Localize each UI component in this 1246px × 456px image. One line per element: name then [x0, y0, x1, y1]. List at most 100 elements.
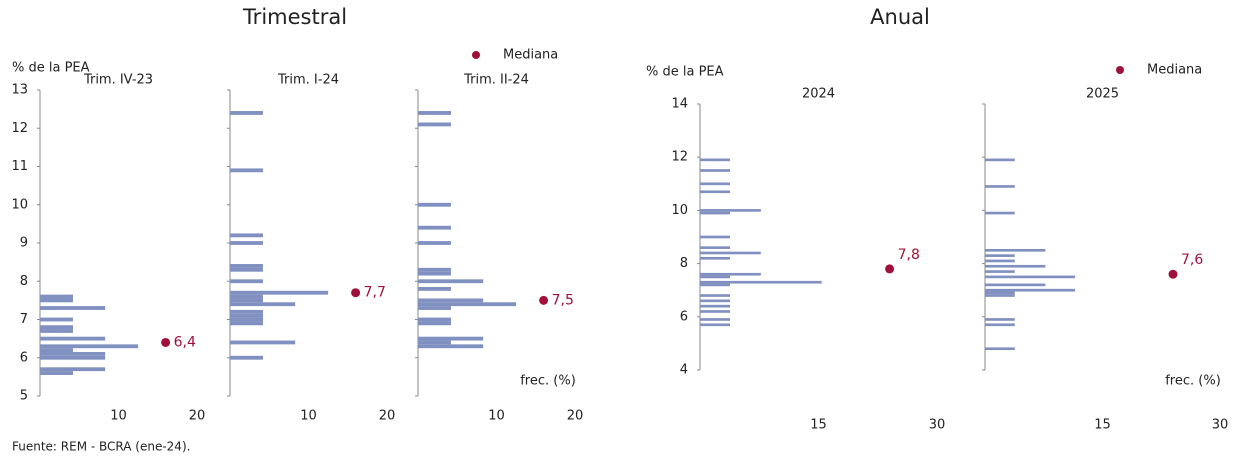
bar: [418, 279, 484, 284]
median-marker: [351, 288, 361, 298]
bar: [700, 211, 731, 215]
panel-title: 2024: [802, 87, 835, 102]
y-tick-label: 14: [671, 97, 688, 112]
x-tick-label: 20: [567, 409, 584, 424]
median-label: 7,7: [364, 285, 386, 301]
bar: [230, 267, 263, 272]
y-axis-label: % de la PEA: [646, 65, 724, 80]
bar: [700, 280, 822, 284]
bar: [985, 294, 1015, 297]
bar: [40, 348, 73, 353]
bar: [985, 347, 1015, 351]
bar: [40, 352, 106, 356]
bar: [700, 235, 731, 239]
y-tick-label: 12: [671, 150, 688, 165]
bar: [418, 225, 451, 230]
legend-label: Mediana: [1147, 63, 1202, 78]
bar: [230, 168, 263, 173]
x-tick-label: 10: [300, 409, 317, 424]
bar: [230, 111, 263, 115]
y-tick-label: 10: [11, 197, 28, 212]
bar: [985, 283, 1046, 287]
bar: [418, 122, 451, 127]
bar: [418, 111, 451, 115]
bar: [230, 294, 263, 299]
y-tick-label: 6: [20, 350, 28, 365]
panel-title: Trim. I-24: [277, 73, 339, 88]
bar: [985, 318, 1015, 321]
bar: [230, 264, 263, 268]
bar: [700, 190, 731, 194]
bar: [418, 317, 451, 322]
bar: [418, 202, 451, 207]
bar: [418, 241, 451, 245]
bar: [230, 355, 263, 360]
panel-title: Trim. II-24: [463, 73, 529, 88]
y-tick-label: 7: [20, 312, 28, 327]
bar: [700, 272, 761, 276]
bar: [230, 298, 263, 303]
bar: [700, 182, 731, 186]
y-tick-label: 8: [680, 256, 688, 271]
bar: [700, 323, 731, 327]
median-marker: [161, 337, 171, 347]
y-tick-label: 4: [680, 363, 688, 378]
median-marker: [539, 295, 549, 305]
bar: [230, 290, 329, 295]
bar: [230, 317, 263, 322]
bar: [700, 318, 731, 321]
median-label: 6,4: [174, 334, 196, 350]
bar: [230, 313, 263, 318]
bar: [985, 158, 1015, 162]
bar: [985, 323, 1015, 327]
bar: [418, 298, 484, 303]
bar: [418, 340, 451, 345]
group-title: Trimestral: [242, 5, 347, 29]
bar: [418, 271, 451, 276]
bar: [40, 298, 73, 303]
median-label: 7,5: [552, 292, 574, 308]
x-tick-label: 15: [1094, 418, 1111, 433]
panel-title: 2025: [1086, 87, 1119, 102]
bar: [700, 158, 731, 162]
y-tick-label: 11: [11, 159, 28, 174]
bar: [418, 267, 451, 272]
bar: [40, 317, 73, 322]
bar: [985, 288, 1076, 292]
bar: [700, 169, 731, 172]
x-tick-label: 20: [189, 409, 206, 424]
source-note: Fuente: REM - BCRA (ene-24).: [12, 440, 190, 454]
bar: [700, 246, 731, 249]
x-axis-label: frec. (%): [1165, 374, 1221, 389]
bar: [418, 286, 451, 291]
bar: [700, 294, 731, 297]
y-tick-label: 12: [11, 121, 28, 136]
bar: [40, 355, 106, 360]
bar: [985, 185, 1015, 188]
bar: [985, 259, 1015, 263]
bar: [985, 275, 1076, 279]
bar: [985, 254, 1015, 257]
bar: [700, 283, 731, 287]
x-tick-label: 10: [110, 409, 127, 424]
bar: [700, 251, 761, 255]
bar: [40, 306, 106, 310]
x-tick-label: 10: [488, 409, 505, 424]
bar: [40, 344, 139, 349]
bar: [40, 325, 73, 330]
bar: [700, 256, 731, 260]
bar: [230, 233, 263, 238]
bar: [700, 299, 731, 303]
x-tick-label: 15: [810, 418, 827, 433]
bar: [985, 270, 1015, 273]
bar: [230, 279, 263, 284]
group-title: Anual: [870, 5, 930, 29]
bar: [40, 371, 73, 375]
bar: [40, 336, 106, 341]
y-tick-label: 13: [11, 83, 28, 98]
y-axis-label: % de la PEA: [12, 61, 90, 76]
bar: [418, 306, 451, 310]
median-label: 7,8: [898, 247, 920, 263]
y-tick-label: 8: [20, 274, 28, 289]
